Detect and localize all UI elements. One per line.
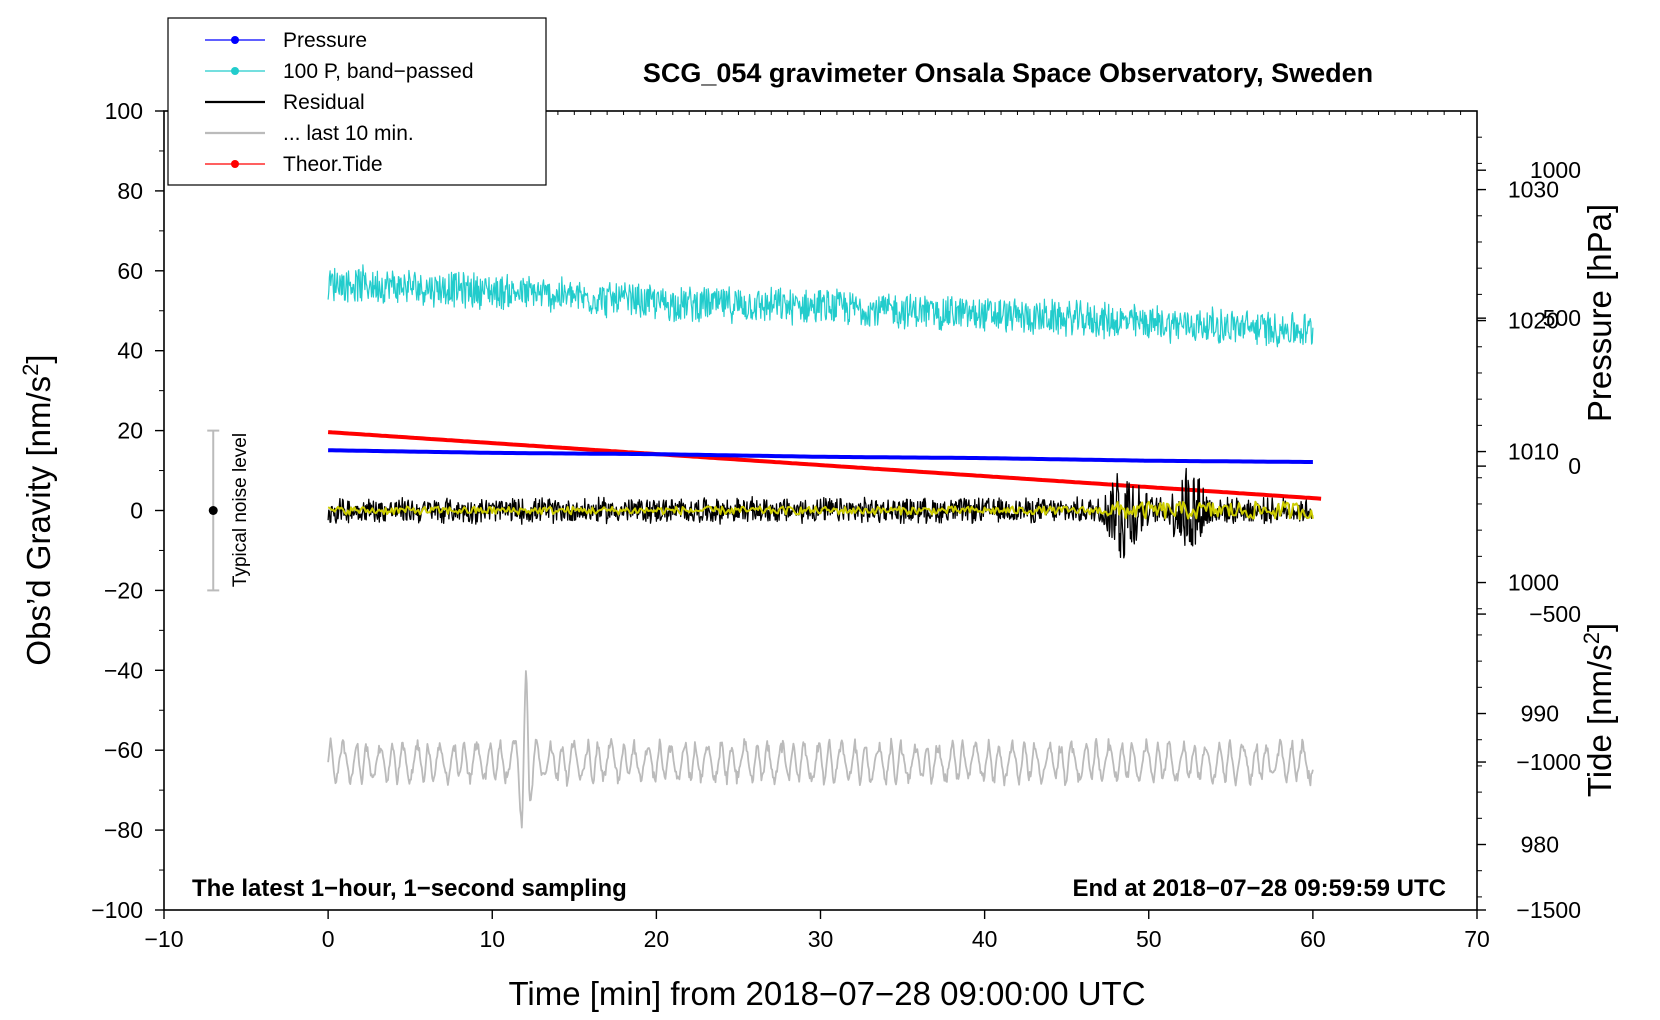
- pressure-tick-label: 1020: [1508, 308, 1559, 334]
- x-tick-label: 40: [972, 926, 998, 952]
- chart-title: SCG_054 gravimeter Onsala Space Observat…: [643, 58, 1373, 88]
- pressure-tick-label: 1000: [1508, 570, 1559, 596]
- pressure-tick-label: 1030: [1508, 177, 1559, 203]
- y-axis-title: Obs’d Gravity [nm/s2]: [18, 354, 58, 665]
- y-tick-label: 40: [117, 338, 143, 364]
- y-tick-label: 20: [117, 418, 143, 444]
- pressure-tick-label: 990: [1521, 701, 1559, 727]
- data-series: [327, 264, 1322, 829]
- x-tick-label: 20: [644, 926, 670, 952]
- x-tick-label: 60: [1300, 926, 1326, 952]
- y-tick-label: 100: [105, 98, 143, 124]
- legend-label-residual: Residual: [283, 91, 365, 114]
- x-tick-label: 0: [322, 926, 335, 952]
- end-time-annotation: End at 2018−07−28 09:59:59 UTC: [1072, 875, 1446, 902]
- y-tick-label: 0: [130, 498, 143, 524]
- tide-tick-label: −1500: [1516, 897, 1581, 923]
- y-tick-label: −20: [104, 577, 143, 603]
- series-line-pressure: [328, 448, 1313, 464]
- tide-tick-label: 0: [1568, 453, 1581, 479]
- pressure-tick-label: 1010: [1508, 439, 1559, 465]
- legend-label-theor-tide: Theor.Tide: [283, 153, 383, 176]
- y-tick-label: −40: [104, 657, 143, 683]
- noise-bar-center: [208, 506, 218, 515]
- x-tick-label: −10: [144, 926, 183, 952]
- series-line-theor-tide: [327, 430, 1322, 501]
- x-tick-label: 30: [808, 926, 834, 952]
- axes-ticks: −10 0 10 20 30 40 50 60 70−100−80−60−40−20020406…: [91, 98, 1581, 952]
- legend-marker-theor-tide: [231, 160, 239, 168]
- series-line-100-p-band-passed: [327, 264, 1314, 348]
- series-line-last-10-min: [327, 670, 1314, 829]
- noise-bar-label: Typical noise level: [230, 433, 251, 587]
- tide-tick-label: −500: [1529, 601, 1581, 627]
- y-tick-label: −60: [104, 737, 143, 763]
- legend-label-last-10-min: ... last 10 min.: [283, 122, 414, 145]
- noise-bar: [207, 429, 220, 592]
- y-tick-label: 80: [117, 178, 143, 204]
- series-line-residual-smoothed: [327, 500, 1314, 521]
- tide-axis-title: Tide [nm/s2]: [1579, 623, 1619, 797]
- y-tick-label: 60: [117, 258, 143, 284]
- pressure-axis-title: Pressure [hPa]: [1581, 204, 1618, 422]
- tide-tick-label: −1000: [1516, 749, 1581, 775]
- sampling-annotation: The latest 1−hour, 1−second sampling: [192, 875, 627, 902]
- x-tick-label: 10: [479, 926, 505, 952]
- legend-marker-100-p-band-passed: [231, 67, 239, 75]
- x-tick-label: 50: [1136, 926, 1162, 952]
- legend-label-100-p-band-passed: 100 P, band−passed: [283, 60, 474, 83]
- x-tick-label: 70: [1464, 926, 1490, 952]
- legend-label-pressure: Pressure: [283, 29, 367, 52]
- x-axis-title: Time [min] from 2018−07−28 09:00:00 UTC: [508, 975, 1145, 1012]
- tide-tick-label: 1000: [1530, 157, 1581, 183]
- legend: Pressure 100 P, band−passed Residual ... la…: [167, 17, 547, 186]
- tide-tick-label: 500: [1543, 305, 1581, 331]
- pressure-tick-label: 980: [1521, 832, 1559, 858]
- series-line-residual: [327, 467, 1314, 559]
- legend-marker-pressure: [231, 36, 239, 44]
- y-tick-label: −80: [104, 817, 143, 843]
- y-tick-label: −100: [91, 897, 143, 923]
